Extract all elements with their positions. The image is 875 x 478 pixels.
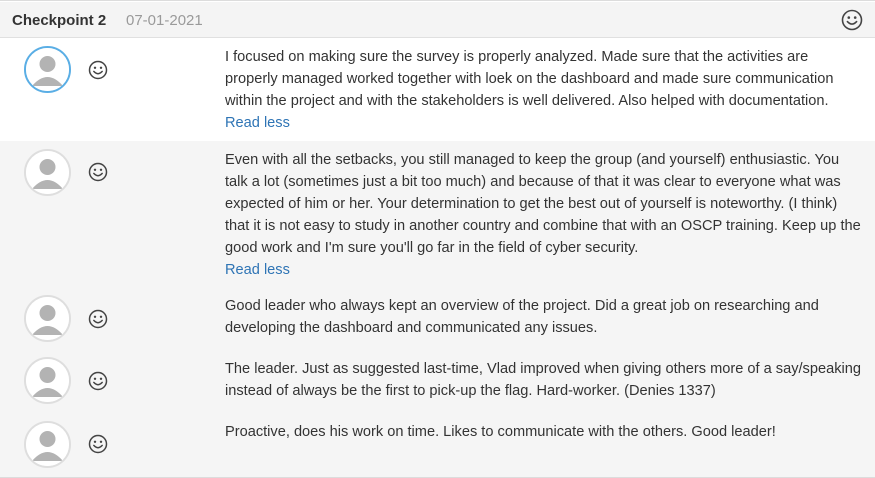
feedback-text-container: Even with all the setbacks, you still ma… [225, 149, 865, 281]
feedback-text-container: Proactive, does his work on time. Likes … [225, 421, 865, 443]
smiley-icon [88, 434, 108, 454]
feedback-item: The leader. Just as suggested last-time,… [0, 349, 875, 413]
smiley-icon [88, 309, 108, 329]
smiley-icon [88, 60, 108, 80]
checkpoint-title: Checkpoint 2 [12, 12, 107, 29]
read-less-link[interactable]: Read less [225, 262, 290, 278]
smiley-icon[interactable] [841, 9, 863, 31]
checkpoint-header: Checkpoint 2 07-01-2021 [0, 2, 875, 38]
feedback-text-container: I focused on making sure the survey is p… [225, 46, 865, 134]
feedback-item: Good leader who always kept an overview … [0, 289, 875, 349]
feedback-item: Proactive, does his work on time. Likes … [0, 413, 875, 477]
feedback-text: I focused on making sure the survey is p… [225, 49, 834, 109]
user-avatar-icon [24, 295, 71, 342]
feedback-text: The leader. Just as suggested last-time,… [225, 361, 861, 399]
feedback-text: Proactive, does his work on time. Likes … [225, 424, 776, 440]
feedback-text-container: Good leader who always kept an overview … [225, 295, 865, 339]
user-avatar-icon [24, 357, 71, 404]
feedback-item: Even with all the setbacks, you still ma… [0, 141, 875, 289]
smiley-icon [88, 371, 108, 391]
user-avatar-icon [24, 46, 71, 93]
smiley-icon [88, 162, 108, 182]
feedback-text: Good leader who always kept an overview … [225, 298, 819, 336]
feedback-item: I focused on making sure the survey is p… [0, 38, 875, 141]
user-avatar-icon [24, 149, 71, 196]
feedback-text-container: The leader. Just as suggested last-time,… [225, 358, 865, 402]
checkpoint-date: 07-01-2021 [126, 12, 203, 29]
read-less-link[interactable]: Read less [225, 115, 290, 131]
user-avatar-icon [24, 421, 71, 468]
feedback-text: Even with all the setbacks, you still ma… [225, 152, 861, 256]
